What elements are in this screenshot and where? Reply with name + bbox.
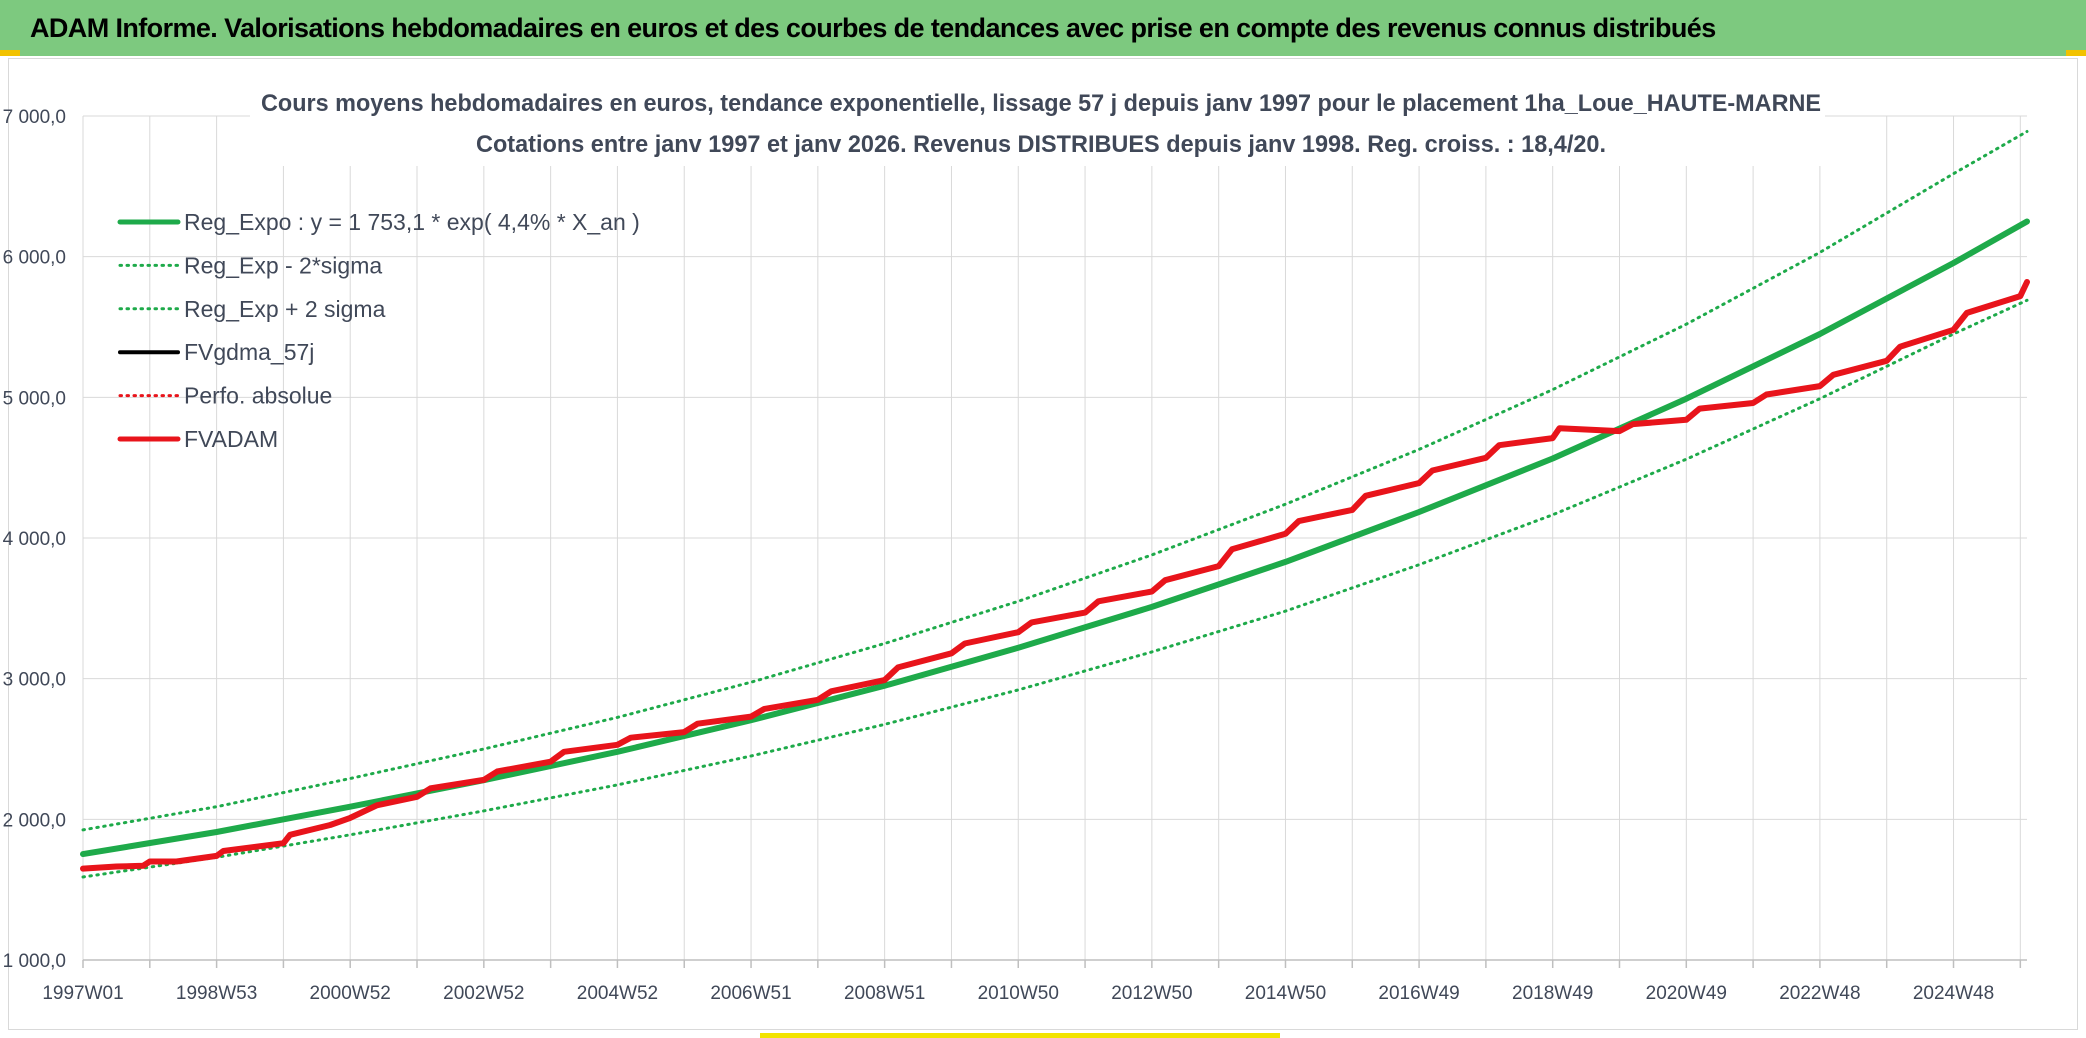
legend-label: Reg_Exp + 2 sigma xyxy=(184,296,386,322)
x-tick-label: 2012W50 xyxy=(1111,983,1192,1004)
axis-layer: 1 000,0 2 000,0 3 000,0 4 000,0 5 000,0 6 000… xyxy=(3,107,2027,1004)
legend-label: FVgdma_57j xyxy=(184,339,314,365)
x-tick-label: 2014W50 xyxy=(1245,983,1326,1004)
x-tick-label: 2024W48 xyxy=(1913,983,1994,1004)
x-tick-label: 2004W52 xyxy=(577,983,658,1004)
x-tick-label: 2000W52 xyxy=(310,983,391,1004)
x-tick-label: 2022W48 xyxy=(1779,983,1860,1004)
title-background xyxy=(250,82,1825,166)
legend-label: Perfo. absolue xyxy=(184,383,332,409)
series-layer xyxy=(80,130,2030,879)
y-tick-label: 2 000,0 xyxy=(3,810,66,831)
y-tick-label: 3 000,0 xyxy=(3,670,66,691)
legend: Reg_Expo : y = 1 753,1 * exp( 4,4% * X_a… xyxy=(117,209,640,452)
x-tick-label: 2002W52 xyxy=(443,983,524,1004)
x-tick-label: 2020W49 xyxy=(1646,983,1727,1004)
x-tick-label: 1998W53 xyxy=(176,983,257,1004)
x-tick-label: 2018W49 xyxy=(1512,983,1593,1004)
x-tick-label: 2016W49 xyxy=(1378,983,1459,1004)
corner-marker-left xyxy=(0,50,20,56)
chart-subtitle: Cotations entre janv 1997 et janv 2026. … xyxy=(476,131,1606,158)
x-tick-label: 2008W51 xyxy=(844,983,925,1004)
chart-title-block: Cours moyens hebdomadaires en euros, ten… xyxy=(250,82,1825,166)
x-tick-label: 2006W51 xyxy=(710,983,791,1004)
x-tick-label: 2010W50 xyxy=(978,983,1059,1004)
report-banner: ADAM Informe. Valorisations hebdomadaire… xyxy=(0,0,2086,56)
series-line xyxy=(80,279,2030,872)
legend-label: Reg_Expo : y = 1 753,1 * exp( 4,4% * X_a… xyxy=(184,209,640,235)
x-tick-label: 1997W01 xyxy=(42,983,123,1004)
y-tick-label: 4 000,0 xyxy=(3,529,66,550)
y-tick-label: 1 000,0 xyxy=(3,951,66,972)
chart-frame xyxy=(8,58,2078,1030)
series-line xyxy=(81,280,2029,871)
grid-layer xyxy=(82,115,2027,961)
bottom-strip xyxy=(760,1033,1280,1038)
series-line xyxy=(81,130,2029,832)
corner-marker-right xyxy=(2066,50,2086,56)
y-tick-label: 7 000,0 xyxy=(3,107,66,128)
banner-title: ADAM Informe. Valorisations hebdomadaire… xyxy=(30,12,1716,43)
y-tick-label: 5 000,0 xyxy=(3,388,66,409)
y-tick-label: 6 000,0 xyxy=(3,248,66,269)
series-line xyxy=(81,298,2029,879)
series-line xyxy=(81,280,2029,871)
legend-label: Reg_Exp - 2*sigma xyxy=(184,252,382,278)
chart-title: Cours moyens hebdomadaires en euros, ten… xyxy=(261,90,1821,117)
legend-label: FVADAM xyxy=(184,426,278,452)
